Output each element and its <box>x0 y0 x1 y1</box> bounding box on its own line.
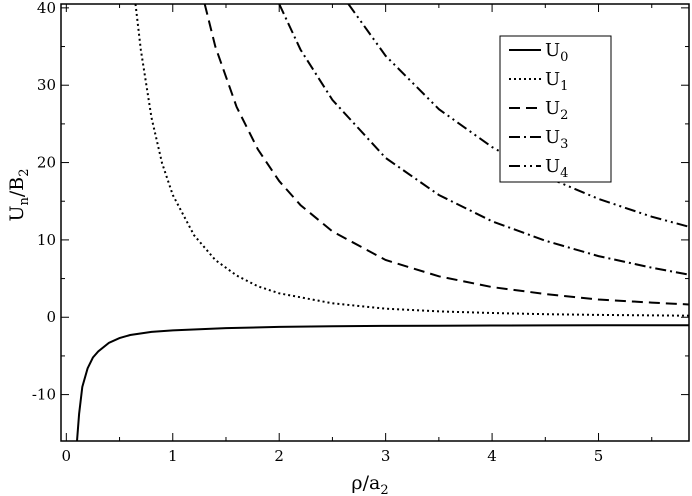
ticks-layer: 0 1 2 3 4 5 -10 0 10 20 30 40 <box>32 0 689 465</box>
y-tick-label: -10 <box>32 386 56 404</box>
series-layer <box>76 4 689 441</box>
legend-label-u1: U1 <box>545 69 568 94</box>
y-tick-label: 40 <box>37 0 56 17</box>
series-line-u0 <box>76 324 689 441</box>
x-tick-label: 2 <box>274 447 284 465</box>
legend-label-u3: U3 <box>545 127 568 152</box>
x-tick-label: 1 <box>168 447 178 465</box>
y-axis-label: Un/B2 <box>6 168 32 221</box>
x-tick-label: 5 <box>594 447 604 465</box>
y-tick-label: 30 <box>37 76 56 94</box>
x-tick-label: 3 <box>381 447 391 465</box>
x-tick-label: 4 <box>487 447 497 465</box>
y-tick-label: 20 <box>37 154 56 172</box>
legend: U0 U1 U2 U3 U4 <box>499 35 612 183</box>
series-line-u2 <box>203 4 689 306</box>
legend-label-u4: U4 <box>545 156 568 181</box>
legend-label-u0: U0 <box>545 40 568 65</box>
legend-items: U0 U1 U2 U3 U4 <box>509 40 568 181</box>
y-tick-label: 10 <box>37 231 56 249</box>
series-line-u4 <box>347 4 689 228</box>
plot-frame <box>60 3 690 442</box>
y-tick-label: 0 <box>46 308 56 326</box>
x-tick-label: 0 <box>62 447 72 465</box>
x-axis-label: ρ/a2 <box>351 472 388 496</box>
series-line-u1 <box>134 4 689 317</box>
series-line-u3 <box>278 4 689 276</box>
legend-label-u2: U2 <box>545 98 568 123</box>
